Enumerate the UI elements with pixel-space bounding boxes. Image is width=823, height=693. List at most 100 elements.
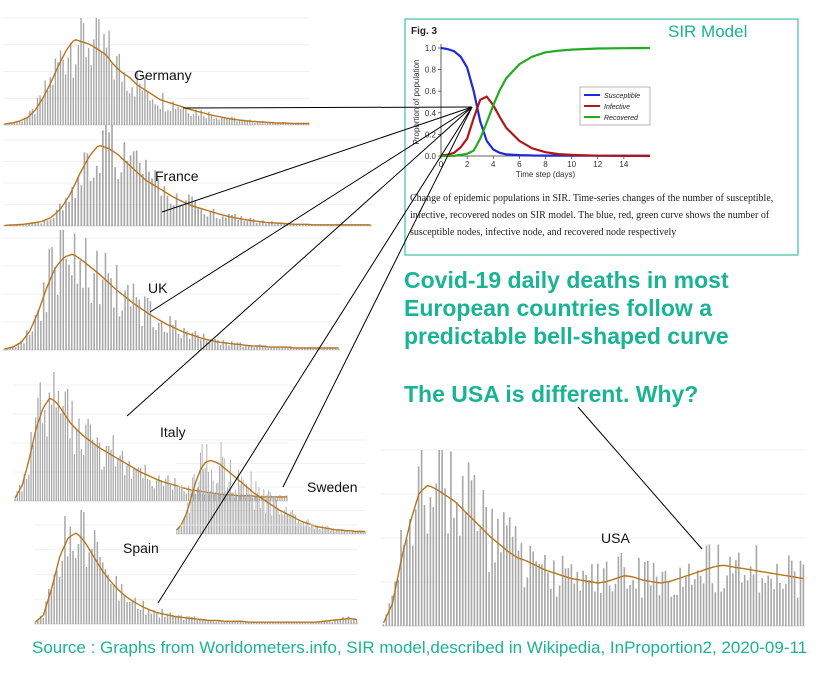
bar-italy xyxy=(279,495,281,501)
bar-usa xyxy=(741,582,743,626)
bar-italy xyxy=(114,466,117,501)
bar-france xyxy=(59,203,61,226)
bar-germany xyxy=(24,119,26,125)
bar-sweden xyxy=(220,442,222,534)
bar-italy xyxy=(46,436,48,501)
bar-italy xyxy=(44,409,46,501)
bar-germany xyxy=(241,119,243,125)
bar-sweden xyxy=(364,531,366,534)
bar-germany xyxy=(269,122,272,125)
bar-sweden xyxy=(189,513,190,534)
bar-usa xyxy=(476,531,479,626)
sir-x-tick-label: 6 xyxy=(517,160,522,169)
bar-germany xyxy=(238,119,241,125)
source-credit: Source : Graphs from Worldometers.info, … xyxy=(32,638,808,657)
bar-spain xyxy=(228,620,231,624)
bar-france xyxy=(77,176,80,226)
bar-sweden xyxy=(241,476,243,534)
bar-usa xyxy=(435,483,438,626)
bar-uk xyxy=(264,345,267,350)
bar-spain xyxy=(48,588,50,624)
bar-germany xyxy=(231,116,233,125)
bar-uk xyxy=(6,348,8,350)
bar-uk xyxy=(245,346,247,350)
bar-uk xyxy=(56,294,59,350)
bar-usa xyxy=(553,560,555,626)
bar-italy xyxy=(39,382,41,501)
sir-y-axis-label: Proportion of population xyxy=(412,60,421,145)
bar-spain xyxy=(120,583,123,624)
bar-spain xyxy=(118,600,120,624)
bar-usa xyxy=(743,574,746,626)
bar-spain xyxy=(115,575,117,624)
bar-germany xyxy=(154,104,156,125)
chart-usa xyxy=(382,449,805,627)
bar-germany xyxy=(98,19,100,126)
bar-uk xyxy=(217,340,219,350)
bar-uk xyxy=(290,346,292,350)
bar-sweden xyxy=(238,469,239,534)
bar-spain xyxy=(315,622,317,624)
bar-germany xyxy=(128,93,131,125)
bar-sweden xyxy=(306,520,307,534)
bar-italy xyxy=(35,417,37,501)
bar-spain xyxy=(309,622,312,624)
sir-x-tick-label: 10 xyxy=(567,160,576,169)
bar-uk xyxy=(306,347,309,350)
bar-sweden xyxy=(257,492,258,534)
bar-usa xyxy=(670,596,673,626)
bar-germany xyxy=(197,115,200,125)
bar-germany xyxy=(164,111,167,125)
bar-uk xyxy=(73,233,76,350)
bar-germany xyxy=(103,33,105,125)
bar-italy xyxy=(60,413,62,501)
bar-uk xyxy=(315,348,317,350)
bar-uk xyxy=(9,347,11,350)
bar-sweden xyxy=(310,523,312,534)
bar-usa xyxy=(573,583,576,626)
bar-uk xyxy=(200,339,202,350)
bar-uk xyxy=(141,326,143,350)
bar-germany xyxy=(85,57,87,125)
bar-sweden xyxy=(344,529,345,534)
trend-line-uk xyxy=(4,253,339,350)
bar-uk xyxy=(90,302,93,350)
bar-sweden xyxy=(328,527,330,534)
bar-uk xyxy=(28,334,31,350)
bar-usa xyxy=(597,563,599,626)
bar-uk xyxy=(101,279,104,350)
bar-spain xyxy=(42,617,45,624)
bar-spain xyxy=(215,621,217,624)
country-label-italy: Italy xyxy=(160,424,186,440)
bar-italy xyxy=(55,407,57,501)
bar-spain xyxy=(83,512,85,624)
bar-spain xyxy=(34,622,36,624)
bar-spain xyxy=(237,620,239,624)
bar-usa xyxy=(388,603,391,626)
bar-germany xyxy=(264,123,266,125)
bar-usa xyxy=(426,533,429,626)
bar-usa xyxy=(488,572,490,626)
bar-spain xyxy=(93,530,96,624)
bar-france xyxy=(274,224,276,226)
bar-usa xyxy=(702,583,705,626)
bar-france xyxy=(148,171,150,226)
bar-sweden xyxy=(318,529,320,534)
bar-uk xyxy=(160,321,163,350)
bar-france xyxy=(86,153,89,226)
bar-spain xyxy=(328,620,331,624)
sir-x-tick-label: 14 xyxy=(619,160,628,169)
bar-italy xyxy=(156,480,158,501)
bar-uk xyxy=(71,275,73,350)
bar-italy xyxy=(185,493,187,501)
bar-usa xyxy=(614,583,617,626)
bar-sweden xyxy=(260,508,262,534)
bar-usa xyxy=(729,556,731,626)
bar-germany xyxy=(131,87,133,125)
bar-italy xyxy=(110,449,112,501)
bar-uk xyxy=(222,339,225,350)
bar-uk xyxy=(278,347,281,350)
bar-germany xyxy=(49,77,52,125)
bar-italy xyxy=(67,388,69,501)
bar-sweden xyxy=(290,511,292,534)
